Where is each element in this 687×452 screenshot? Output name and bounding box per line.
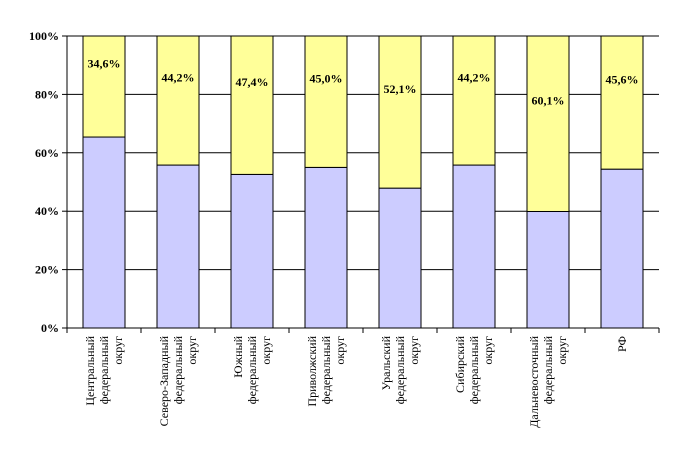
data-label: 44,2% xyxy=(458,70,491,84)
data-label: 45,6% xyxy=(606,72,639,86)
bar-lower-segment xyxy=(230,173,274,329)
bar-lower-segment xyxy=(452,164,496,329)
bar-upper-segment xyxy=(600,35,644,170)
bar-lower-segment xyxy=(600,168,644,329)
y-tick-label: 80% xyxy=(35,87,59,101)
x-category-label: федеральный xyxy=(319,335,333,404)
x-category-label: Приволжский xyxy=(305,335,319,406)
x-category-label: округ xyxy=(555,336,569,365)
bar-upper-segment xyxy=(452,35,496,166)
data-label: 34,6% xyxy=(88,56,121,70)
data-label: 47,4% xyxy=(236,75,269,89)
y-tick-label: 60% xyxy=(35,146,59,160)
y-tick-label: 40% xyxy=(35,204,59,218)
x-category-label: федеральный xyxy=(171,335,185,404)
y-tick-label: 100% xyxy=(29,29,59,43)
bar-lower-segment xyxy=(526,210,570,329)
x-category-label: округ xyxy=(481,336,495,365)
x-category-label: федеральный xyxy=(393,335,407,404)
data-label: 60,1% xyxy=(532,93,565,107)
x-category-label: РФ xyxy=(615,336,629,352)
bar-lower-segment xyxy=(304,166,348,329)
bar-lower-segment xyxy=(82,136,126,329)
x-category-label: Южный xyxy=(231,335,245,377)
x-category-label: округ xyxy=(259,336,273,365)
bar-upper-segment xyxy=(82,35,126,138)
data-label: 44,2% xyxy=(162,70,195,84)
bar-upper-segment xyxy=(378,35,422,189)
bar-upper-segment xyxy=(230,35,274,175)
bar-lower-segment xyxy=(378,187,422,329)
bar-upper-segment xyxy=(526,35,570,212)
y-tick-label: 0% xyxy=(41,321,59,335)
x-category-label: федеральный xyxy=(541,335,555,404)
x-category-label: округ xyxy=(111,336,125,365)
data-label: 45,0% xyxy=(310,71,343,85)
x-category-label: федеральный xyxy=(467,335,481,404)
x-category-label: Северо-Западный xyxy=(157,335,171,426)
x-category-label: Уральский xyxy=(379,335,393,390)
x-category-label: Центральный xyxy=(83,335,97,405)
y-tick-label: 20% xyxy=(35,263,59,277)
x-category-label: округ xyxy=(333,336,347,365)
data-label: 52,1% xyxy=(384,82,417,96)
x-category-label: округ xyxy=(407,336,421,365)
bar-lower-segment xyxy=(156,164,200,329)
bar-upper-segment xyxy=(156,35,200,166)
x-category-label: Сибирский xyxy=(453,335,467,393)
x-category-label: округ xyxy=(185,336,199,365)
x-category-label: федеральный xyxy=(97,335,111,404)
bar-upper-segment xyxy=(304,35,348,168)
x-category-label: Дальневосточный xyxy=(527,335,541,427)
x-category-label: федеральный xyxy=(245,335,259,404)
